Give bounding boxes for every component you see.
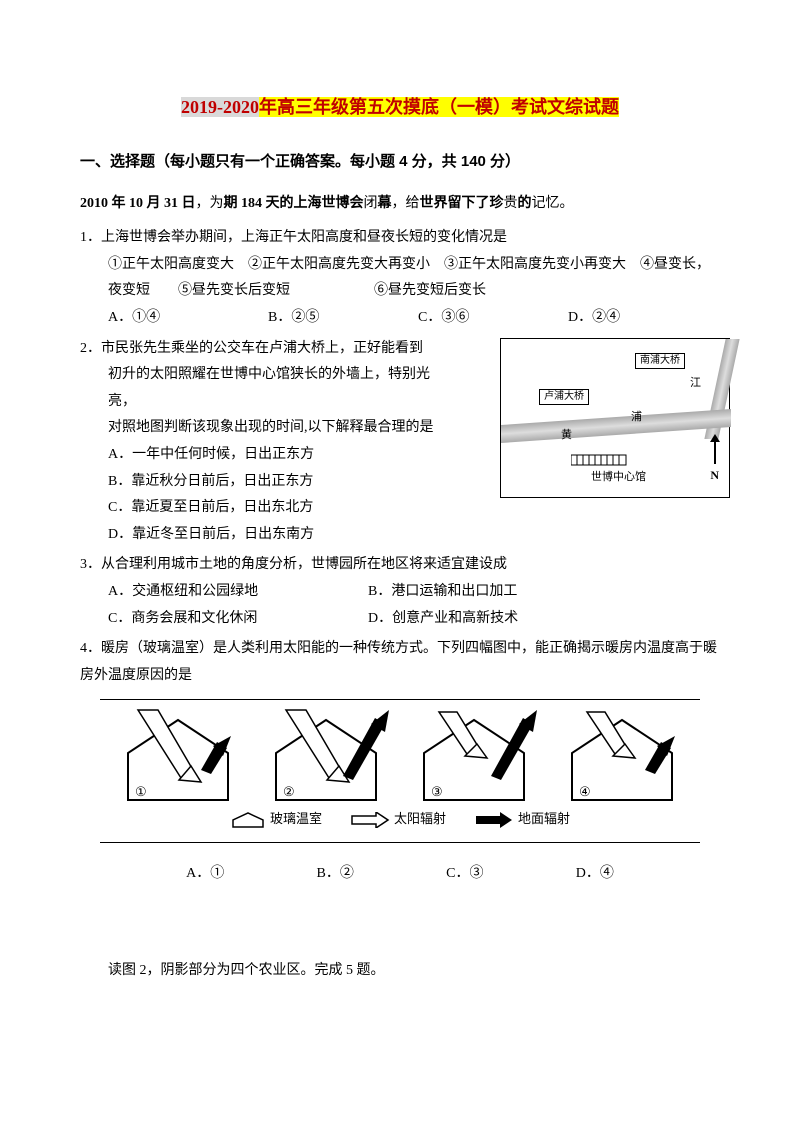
section-heading: 一、选择题（每小题只有一个正确答案。每小题 4 分，共 140 分） <box>80 148 720 177</box>
map-building-icon <box>571 449 631 469</box>
svg-text:③: ③ <box>431 784 443 799</box>
map-label-nanpu: 南浦大桥 <box>635 353 685 369</box>
q1-sub: ①正午太阳高度变大 ②正午太阳高度先变大再变小 ③正午太阳高度先变小再变大 ④昼… <box>108 252 720 305</box>
svg-text:④: ④ <box>579 784 591 799</box>
intro-date: 2010 年 10 月 31 日 <box>80 196 196 211</box>
q4-house-2: ② <box>261 708 391 803</box>
q2-option-a: A．一年中任何时候，日出正东方 <box>108 442 450 469</box>
compass-arrow-icon <box>714 440 716 464</box>
q4-option-a: A．① <box>186 861 224 888</box>
q3-options: A．交通枢纽和公园绿地 B．港口运输和出口加工 C．商务会展和文化休闲 D．创意… <box>108 579 720 632</box>
compass-n: N <box>710 464 719 487</box>
q1-stem: 1．上海世博会举办期间，上海正午太阳高度和昼夜长短的变化情况是 <box>80 225 720 252</box>
q3-option-a: A．交通枢纽和公园绿地 <box>108 579 368 606</box>
q3-option-d: D．创意产业和高新技术 <box>368 606 628 633</box>
legend-solar: 太阳辐射 <box>350 807 446 832</box>
q4-option-c: C．③ <box>446 861 483 888</box>
map-river-main <box>501 409 731 443</box>
q2-option-b: B．靠近秋分日前后，日出正东方 <box>108 469 450 496</box>
title-part1: 2019-2020 <box>181 97 259 117</box>
q2-option-c: C．靠近夏至日前后，日出东北方 <box>108 495 450 522</box>
q3-stem: 3．从合理利用城市土地的角度分析，世博园所在地区将来适宜建设成 <box>80 552 720 579</box>
svg-text:②: ② <box>283 784 295 799</box>
q4-house-1: ① <box>113 708 243 803</box>
q4-options: A．① B．② C．③ D．④ <box>140 861 660 888</box>
question-1: 1．上海世博会举办期间，上海正午太阳高度和昼夜长短的变化情况是 ①正午太阳高度变… <box>80 225 720 331</box>
question-2: 2．市民张先生乘坐的公交车在卢浦大桥上，正好能看到 初升的太阳照耀在世博中心馆狭… <box>80 336 720 549</box>
q2-option-d: D．靠近冬至日前后，日出东南方 <box>108 522 450 549</box>
q4-legend: 玻璃温室 太阳辐射 地面辐射 <box>100 807 700 834</box>
legend-greenhouse: 玻璃温室 <box>230 807 322 832</box>
q3-option-b: B．港口运输和出口加工 <box>368 579 628 606</box>
q4-stem: 4．暖房（玻璃温室）是人类利用太阳能的一种传统方式。下列四幅图中，能正确揭示暖房… <box>80 636 720 689</box>
q1-option-b: B．②⑤ <box>268 305 418 332</box>
map-char-jiang: 江 <box>690 373 701 394</box>
q2-line1: 2．市民张先生乘坐的公交车在卢浦大桥上，正好能看到 <box>80 336 450 363</box>
q4-option-b: B．② <box>317 861 354 888</box>
q1-option-c: C．③⑥ <box>418 305 568 332</box>
q4-option-d: D．④ <box>576 861 614 888</box>
map-label-lupu: 卢浦大桥 <box>539 389 589 405</box>
q1-option-d: D．②④ <box>568 305 688 332</box>
question-4: 4．暖房（玻璃温室）是人类利用太阳能的一种传统方式。下列四幅图中，能正确揭示暖房… <box>80 636 720 887</box>
map-char-huang: 黄 <box>561 425 572 446</box>
intro-paragraph: 2010 年 10 月 31 日，为期 184 天的上海世博会闭幕，给世界留下了… <box>80 191 720 218</box>
q1-options: A．①④ B．②⑤ C．③⑥ D．②④ <box>108 305 720 332</box>
question-3: 3．从合理利用城市土地的角度分析，世博园所在地区将来适宜建设成 A．交通枢纽和公… <box>80 552 720 632</box>
q2-map: 南浦大桥 卢浦大桥 黄 浦 江 世博中心馆 N <box>500 338 730 498</box>
svg-text:①: ① <box>135 784 147 799</box>
page-title: 2019-2020年高三年级第五次摸底（一模）考试文综试题 <box>80 90 720 124</box>
q3-option-c: C．商务会展和文化休闲 <box>108 606 368 633</box>
q2-line3: 对照地图判断该现象出现的时间,以下解释最合理的是 <box>108 415 450 442</box>
footer-text: 读图 2，阴影部分为四个农业区。完成 5 题。 <box>108 958 720 985</box>
map-char-pu: 浦 <box>631 407 642 428</box>
title-part2: 年高三年级第五次摸底（一模）考试文综试题 <box>259 97 619 117</box>
q1-option-a: A．①④ <box>108 305 268 332</box>
q4-house-3: ③ <box>409 708 539 803</box>
q4-diagram: ① ② <box>100 699 700 843</box>
q4-house-4: ④ <box>557 708 687 803</box>
map-compass: N <box>710 440 719 487</box>
legend-ground: 地面辐射 <box>474 807 570 832</box>
q2-line2: 初升的太阳照耀在世博中心馆狭长的外墙上，特别光亮， <box>108 362 450 415</box>
map-label-center: 世博中心馆 <box>591 467 646 488</box>
